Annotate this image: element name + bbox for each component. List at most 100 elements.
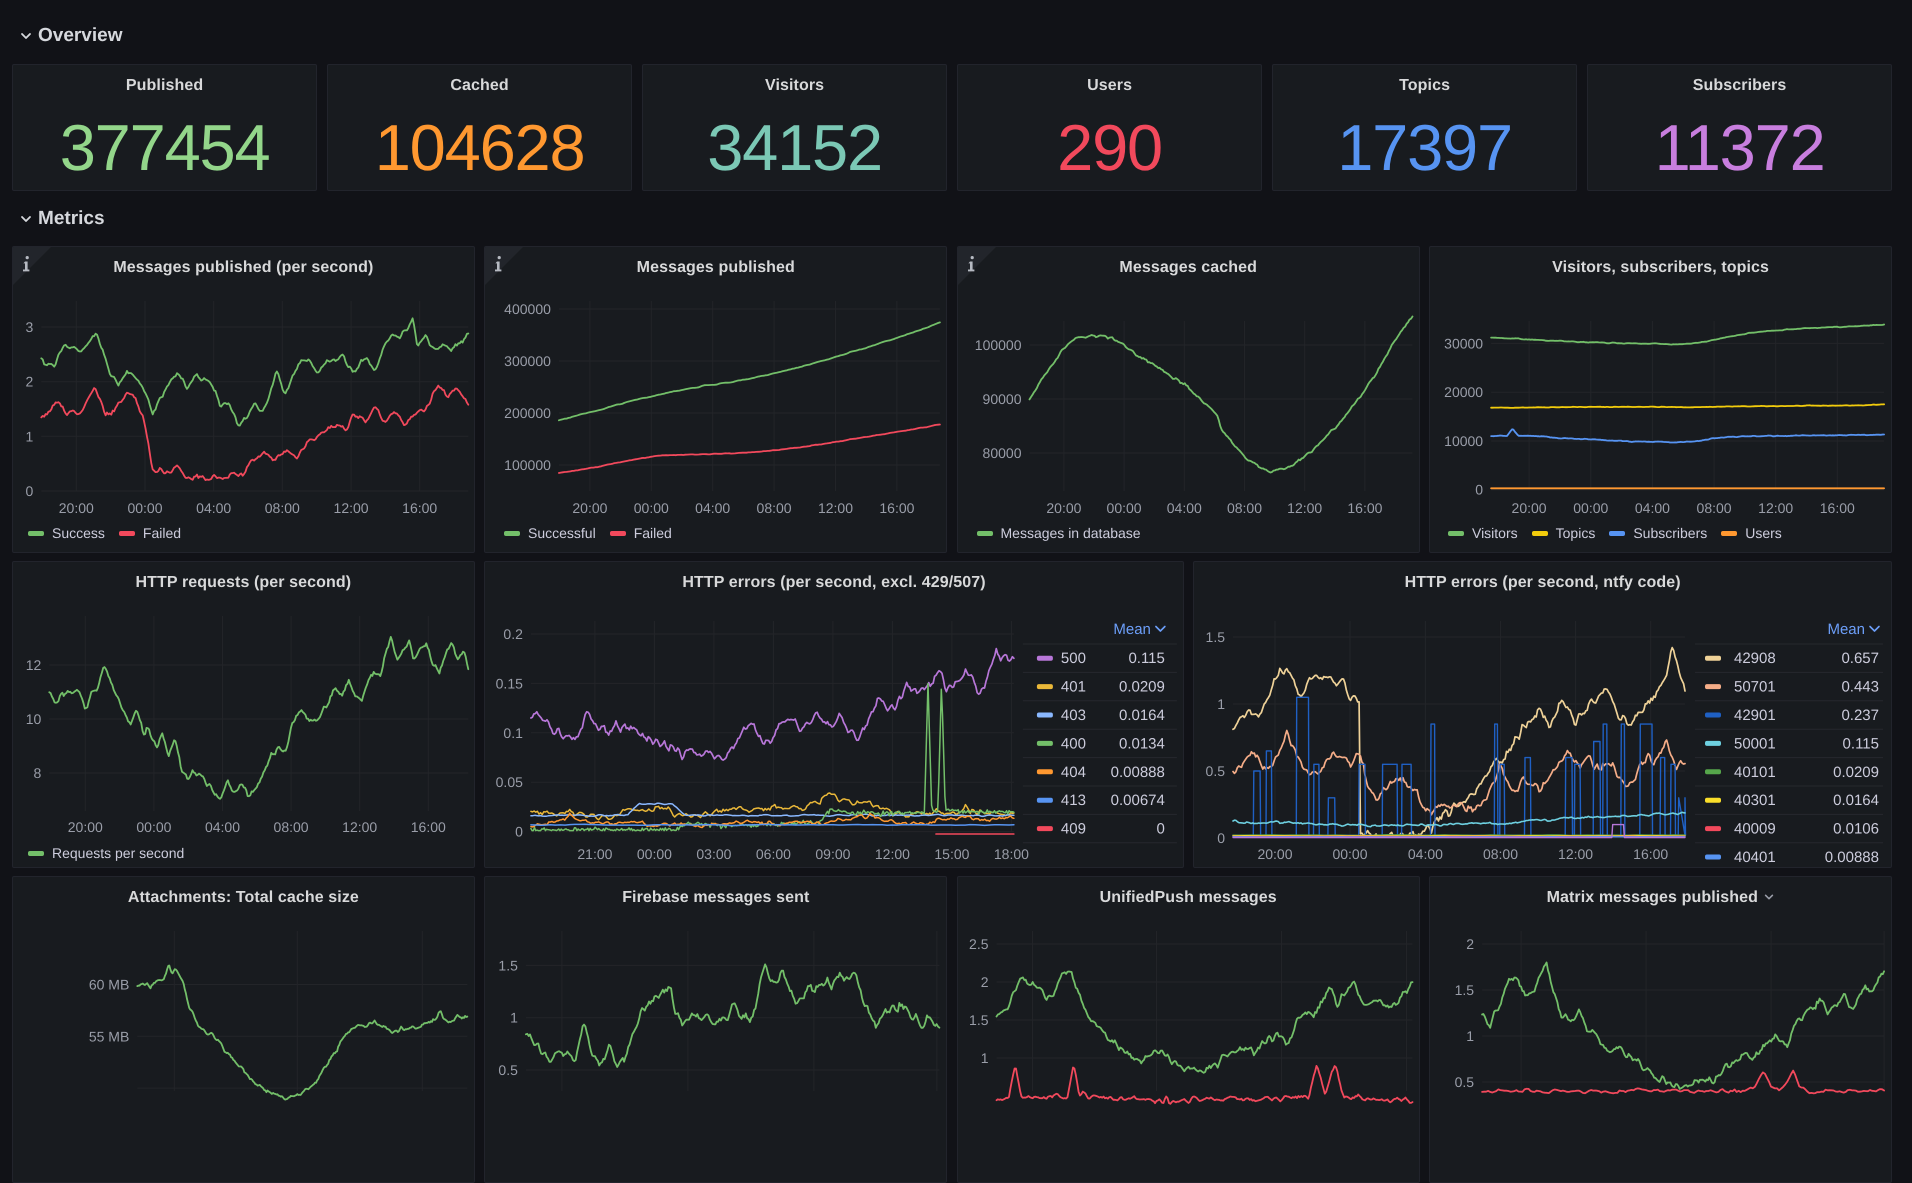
svg-text:00:00: 00:00 <box>634 500 669 516</box>
svg-text:00:00: 00:00 <box>1573 500 1608 516</box>
svg-text:12:00: 12:00 <box>1558 846 1593 862</box>
svg-text:0.115: 0.115 <box>1129 650 1165 667</box>
svg-text:2.5: 2.5 <box>969 936 989 952</box>
svg-text:21:00: 21:00 <box>577 846 612 862</box>
svg-text:0: 0 <box>25 483 33 499</box>
svg-text:40101: 40101 <box>1734 764 1776 781</box>
svg-text:04:00: 04:00 <box>205 819 240 835</box>
svg-text:0.05: 0.05 <box>496 774 523 790</box>
svg-text:42908: 42908 <box>1734 650 1776 667</box>
svg-text:04:00: 04:00 <box>1408 846 1443 862</box>
svg-text:0.5: 0.5 <box>499 1062 519 1078</box>
svg-text:12:00: 12:00 <box>1287 500 1322 516</box>
svg-text:10000: 10000 <box>1444 433 1483 449</box>
svg-text:404: 404 <box>1061 764 1086 781</box>
svg-text:08:00: 08:00 <box>1696 500 1731 516</box>
svg-text:90000: 90000 <box>982 391 1021 407</box>
svg-text:40301: 40301 <box>1734 792 1776 809</box>
svg-text:12:00: 12:00 <box>342 819 377 835</box>
svg-text:09:00: 09:00 <box>815 846 850 862</box>
svg-text:16:00: 16:00 <box>402 500 437 516</box>
svg-text:16:00: 16:00 <box>410 819 445 835</box>
svg-text:03:00: 03:00 <box>696 846 731 862</box>
svg-text:0.5: 0.5 <box>1455 1074 1475 1090</box>
svg-text:500: 500 <box>1061 650 1086 667</box>
svg-text:Mean: Mean <box>1827 621 1865 638</box>
svg-text:16:00: 16:00 <box>1347 500 1382 516</box>
svg-text:18:00: 18:00 <box>994 846 1029 862</box>
svg-text:20:00: 20:00 <box>572 500 607 516</box>
svg-text:3: 3 <box>25 319 33 335</box>
svg-text:0.15: 0.15 <box>496 675 523 691</box>
svg-text:00:00: 00:00 <box>1332 846 1367 862</box>
svg-text:20:00: 20:00 <box>1257 846 1292 862</box>
svg-text:60 MB: 60 MB <box>89 977 129 993</box>
svg-text:12: 12 <box>25 657 41 673</box>
svg-text:0.657: 0.657 <box>1841 650 1879 667</box>
svg-text:401: 401 <box>1061 679 1086 696</box>
svg-text:100000: 100000 <box>974 337 1021 353</box>
svg-text:0.00888: 0.00888 <box>1111 764 1165 781</box>
svg-text:400000: 400000 <box>504 301 551 317</box>
svg-text:20:00: 20:00 <box>1511 500 1546 516</box>
svg-text:06:00: 06:00 <box>756 846 791 862</box>
svg-text:00:00: 00:00 <box>637 846 672 862</box>
svg-text:00:00: 00:00 <box>1106 500 1141 516</box>
svg-text:12:00: 12:00 <box>818 500 853 516</box>
svg-text:0.0164: 0.0164 <box>1833 792 1879 809</box>
svg-text:42901: 42901 <box>1734 707 1776 724</box>
svg-text:0.2: 0.2 <box>504 626 524 642</box>
svg-text:40009: 40009 <box>1734 821 1776 838</box>
svg-text:20:00: 20:00 <box>1046 500 1081 516</box>
svg-text:8: 8 <box>33 765 41 781</box>
svg-text:00:00: 00:00 <box>136 819 171 835</box>
svg-text:15:00: 15:00 <box>934 846 969 862</box>
svg-text:200000: 200000 <box>504 405 551 421</box>
svg-text:1: 1 <box>1466 1028 1474 1044</box>
svg-text:2: 2 <box>980 974 988 990</box>
svg-text:2: 2 <box>1466 936 1474 952</box>
svg-text:0.0209: 0.0209 <box>1833 764 1879 781</box>
svg-text:400: 400 <box>1061 735 1086 752</box>
svg-text:1: 1 <box>1217 696 1225 712</box>
svg-text:0.0134: 0.0134 <box>1119 735 1165 752</box>
svg-text:55 MB: 55 MB <box>89 1028 129 1044</box>
svg-text:04:00: 04:00 <box>695 500 730 516</box>
svg-text:16:00: 16:00 <box>1820 500 1855 516</box>
svg-text:04:00: 04:00 <box>1166 500 1201 516</box>
svg-text:1.5: 1.5 <box>499 957 519 973</box>
svg-text:300000: 300000 <box>504 353 551 369</box>
svg-text:0: 0 <box>515 824 523 840</box>
svg-text:0: 0 <box>1217 830 1225 846</box>
svg-text:00:00: 00:00 <box>127 500 162 516</box>
svg-text:08:00: 08:00 <box>757 500 792 516</box>
svg-text:0.237: 0.237 <box>1841 707 1879 724</box>
svg-text:403: 403 <box>1061 707 1086 724</box>
svg-text:0.443: 0.443 <box>1841 679 1879 696</box>
svg-text:04:00: 04:00 <box>196 500 231 516</box>
svg-text:0.5: 0.5 <box>1206 763 1226 779</box>
svg-text:08:00: 08:00 <box>264 500 299 516</box>
svg-text:1.5: 1.5 <box>1206 629 1226 645</box>
svg-text:12:00: 12:00 <box>1758 500 1793 516</box>
svg-text:Mean: Mean <box>1113 621 1151 638</box>
svg-text:1: 1 <box>25 428 33 444</box>
svg-text:20000: 20000 <box>1444 384 1483 400</box>
svg-text:1: 1 <box>510 1010 518 1026</box>
svg-text:10: 10 <box>25 711 41 727</box>
svg-text:0: 0 <box>1157 821 1165 838</box>
svg-text:30000: 30000 <box>1444 335 1483 351</box>
svg-text:0.0209: 0.0209 <box>1119 679 1165 696</box>
svg-text:409: 409 <box>1061 821 1086 838</box>
svg-text:08:00: 08:00 <box>1483 846 1518 862</box>
svg-text:16:00: 16:00 <box>879 500 914 516</box>
svg-text:1.5: 1.5 <box>1455 982 1475 998</box>
svg-text:0: 0 <box>1475 482 1483 498</box>
svg-text:0.115: 0.115 <box>1843 735 1879 752</box>
svg-text:80000: 80000 <box>982 445 1021 461</box>
svg-text:0.00674: 0.00674 <box>1111 792 1165 809</box>
svg-text:20:00: 20:00 <box>58 500 93 516</box>
svg-text:0.0106: 0.0106 <box>1833 821 1879 838</box>
svg-text:0.1: 0.1 <box>504 725 524 741</box>
svg-text:50001: 50001 <box>1734 735 1776 752</box>
